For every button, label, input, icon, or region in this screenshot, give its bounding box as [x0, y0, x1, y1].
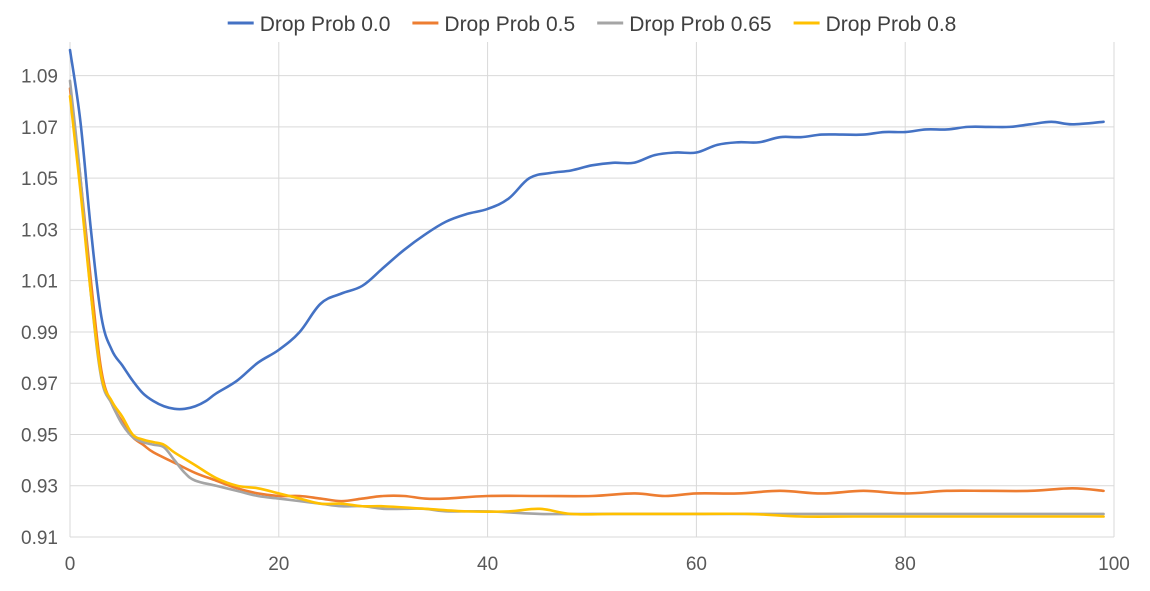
- legend-item: Drop Prob 0.65: [597, 13, 772, 36]
- legend-label: Drop Prob 0.65: [629, 13, 771, 36]
- y-tick-label: 0.97: [21, 374, 58, 395]
- x-tick-label: 100: [1098, 554, 1130, 575]
- legend-label: Drop Prob 0.0: [260, 13, 391, 36]
- x-tick-label: 40: [477, 554, 498, 575]
- legend-label: Drop Prob 0.5: [444, 13, 575, 36]
- series-lines: [68, 48, 1105, 518]
- legend-item: Drop Prob 0.5: [412, 13, 575, 36]
- y-tick-label: 0.99: [21, 323, 58, 344]
- x-tick-label: 80: [895, 554, 916, 575]
- legend-label: Drop Prob 0.8: [826, 13, 957, 36]
- y-tick-label: 1.09: [21, 67, 58, 88]
- y-tick-label: 1.07: [21, 118, 58, 139]
- y-tick-label: 1.01: [21, 272, 58, 293]
- y-tick-label: 0.95: [21, 425, 58, 446]
- y-tick-label: 0.91: [21, 528, 58, 549]
- y-tick-label: 1.03: [21, 220, 58, 241]
- x-tick-label: 20: [268, 554, 289, 575]
- series-line-1: [68, 48, 1105, 411]
- series-line-3: [68, 79, 1105, 516]
- series-line-4: [68, 94, 1105, 518]
- legend: Drop Prob 0.0 Drop Prob 0.5 Drop Prob 0.65…: [227, 13, 957, 36]
- legend-item: Drop Prob 0.0: [227, 13, 391, 36]
- legend-item: Drop Prob 0.8: [793, 13, 957, 36]
- x-tick-label: 0: [65, 554, 76, 575]
- series-line-2: [68, 87, 1105, 503]
- y-tick-label: 0.93: [21, 477, 58, 498]
- axes: 0.91 0.93 0.95 0.97 0.99 1.01 1.03 1.05 1.07 1.09…: [21, 67, 1130, 575]
- gridlines: [69, 42, 1115, 538]
- y-tick-label: 1.05: [21, 169, 58, 190]
- x-tick-label: 60: [686, 554, 707, 575]
